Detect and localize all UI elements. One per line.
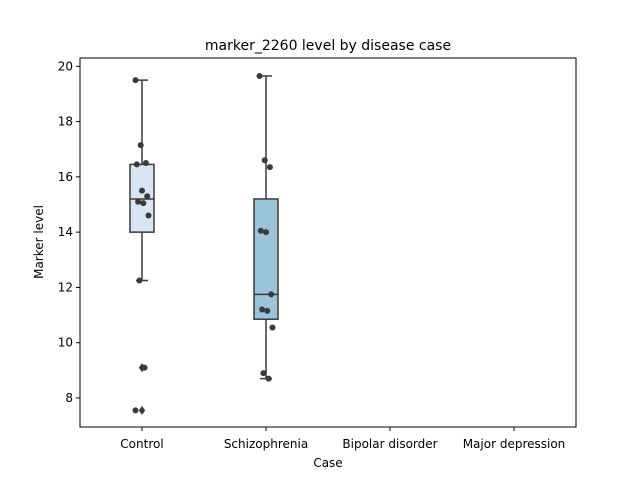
data-point [132, 407, 139, 414]
data-point [263, 229, 269, 236]
data-point [135, 198, 142, 205]
data-point [136, 277, 143, 284]
data-point [268, 291, 275, 298]
data-point [264, 307, 271, 314]
data-point [259, 306, 266, 313]
box-control [129, 79, 155, 415]
y-tick-label: 20 [58, 59, 73, 73]
data-point [145, 212, 152, 219]
x-tick-label: Bipolar disorder [342, 437, 437, 451]
x-axis-label: Case [313, 456, 342, 470]
y-tick-label: 10 [58, 336, 73, 350]
data-point [260, 370, 267, 377]
x-tick-label: Control [120, 437, 163, 451]
data-point [139, 187, 145, 194]
data-point [261, 157, 268, 164]
data-point [266, 164, 273, 171]
data-point [141, 364, 148, 371]
box-schizophrenia [253, 75, 279, 380]
y-tick-label: 16 [58, 170, 73, 184]
data-point [133, 161, 140, 168]
y-tick-label: 14 [58, 225, 73, 239]
outlier-marker [138, 405, 146, 415]
data-point [257, 227, 264, 234]
data-point [269, 324, 276, 331]
plot-area [79, 57, 577, 428]
points-layer [132, 72, 276, 414]
y-tick-label: 12 [58, 280, 73, 294]
data-point [144, 193, 151, 200]
x-tick-label: Major depression [463, 437, 566, 451]
boxes-layer [129, 75, 279, 415]
y-tick-label: 18 [58, 115, 73, 129]
y-axis-label: Marker level [32, 205, 46, 279]
data-point [140, 200, 147, 207]
x-axis: Control Schizophrenia Bipolar disorder Majo… [120, 427, 565, 451]
y-tick-label: 8 [65, 391, 73, 405]
data-point [265, 375, 272, 382]
chart-title: marker_2260 level by disease case [205, 38, 451, 54]
data-point [132, 77, 139, 84]
x-tick-label: Schizophrenia [224, 437, 308, 451]
data-point [142, 160, 149, 167]
box-iqr [253, 198, 279, 320]
data-point [256, 72, 263, 79]
y-axis: 8 10 12 14 16 18 20 [58, 59, 80, 405]
data-point [137, 142, 144, 149]
